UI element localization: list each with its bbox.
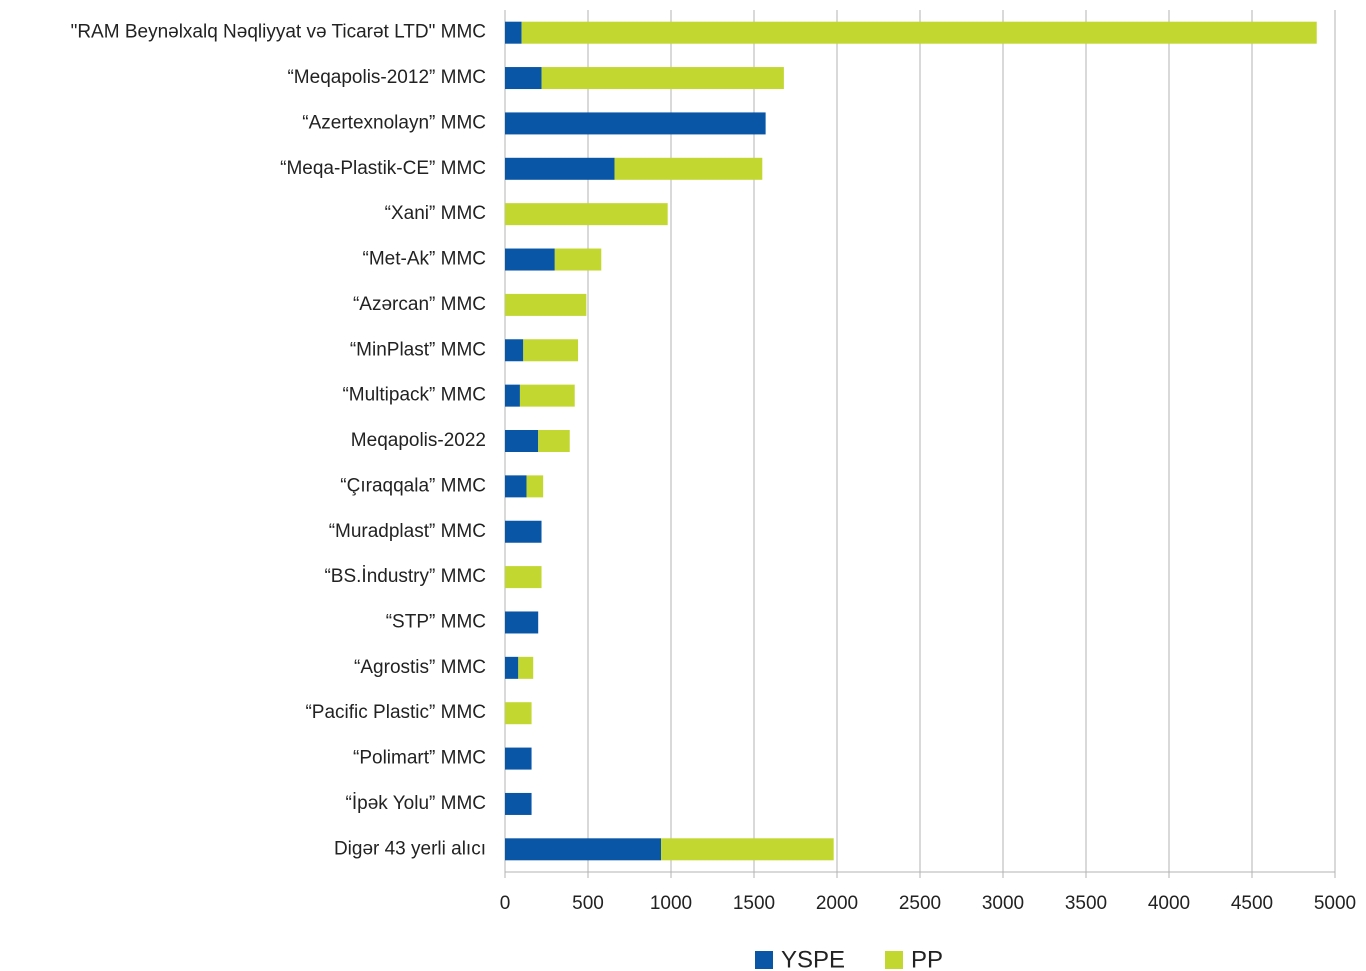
bar-segment (505, 656, 519, 679)
bar-segment (661, 838, 834, 861)
y-tick-label: “Azertexnolayn” MMC (302, 112, 486, 133)
y-tick-label: “MinPlast” MMC (350, 339, 486, 360)
bar-segment (505, 475, 527, 498)
y-tick-label: “Xani” MMC (385, 203, 486, 224)
bar-segment (519, 384, 575, 407)
y-tick-label: “STP” MMC (386, 611, 486, 632)
x-tick-label: 4000 (1148, 893, 1190, 914)
y-tick-label: “Çıraqqala” MMC (340, 475, 486, 496)
y-tick-label: “Agrostis” MMC (354, 657, 486, 678)
y-tick-label: “Met-Ak” MMC (363, 249, 486, 270)
legend-swatch (885, 951, 903, 969)
x-tick-label: 3500 (1065, 893, 1107, 914)
y-tick-label: “Meqa-Plastik-CE” MMC (280, 158, 486, 179)
y-tick-label: “Multipack” MMC (342, 385, 486, 406)
y-tick-label: “Pacific Plastic” MMC (305, 702, 486, 723)
x-tick-label: 3000 (982, 893, 1024, 914)
bar-segment (505, 157, 615, 180)
x-tick-label: 1500 (733, 893, 775, 914)
bar-segment (505, 520, 542, 543)
bar-segment (505, 792, 532, 815)
bar-segment (505, 611, 539, 634)
bar-segment (518, 656, 534, 679)
bar-segment (541, 67, 784, 90)
bar-segment (554, 248, 602, 271)
bar-segment (505, 384, 520, 407)
y-tick-label: “BS.İndustry” MMC (324, 566, 486, 587)
bar-segment (505, 203, 668, 226)
y-tick-label: “Muradplast” MMC (329, 521, 486, 542)
y-tick-label: “Meqapolis-2012” MMC (287, 67, 486, 88)
x-tick-label: 2000 (816, 893, 858, 914)
x-tick-label: 0 (500, 893, 511, 914)
bar-segment (505, 702, 532, 725)
legend-label: PP (911, 946, 943, 971)
x-tick-label: 500 (572, 893, 604, 914)
bar-segment (526, 475, 544, 498)
y-tick-label: “Polimart” MMC (353, 748, 486, 769)
bar-segment (505, 112, 766, 135)
y-tick-label: Meqapolis-2022 (351, 430, 486, 451)
bar-segment (505, 430, 539, 452)
bar-segment (614, 157, 763, 180)
bar-segment (538, 430, 570, 452)
x-tick-label: 5000 (1314, 893, 1356, 914)
bar-segment (505, 566, 542, 589)
bar-segment (505, 67, 542, 90)
bar-segment (505, 339, 524, 362)
y-tick-label: “İpək Yolu” MMC (346, 793, 486, 814)
bar-segment (505, 747, 532, 770)
bar-segment (505, 21, 522, 44)
x-tick-label: 2500 (899, 893, 941, 914)
bar-segment (505, 248, 555, 271)
y-tick-label: "RAM Beynəlxalq Nəqliyyat və Ticarət LTD… (71, 22, 486, 43)
bar-segment (505, 293, 587, 316)
bar-segment (505, 838, 662, 861)
legend-label: YSPE (781, 946, 845, 971)
legend-swatch (755, 951, 773, 969)
bar-segment (523, 339, 579, 362)
y-tick-label: “Azərcan” MMC (353, 294, 486, 315)
x-tick-label: 1000 (650, 893, 692, 914)
x-tick-label: 4500 (1231, 893, 1273, 914)
y-tick-label: Digər 43 yerli alıcı (334, 838, 486, 859)
bar-segment (521, 21, 1317, 44)
